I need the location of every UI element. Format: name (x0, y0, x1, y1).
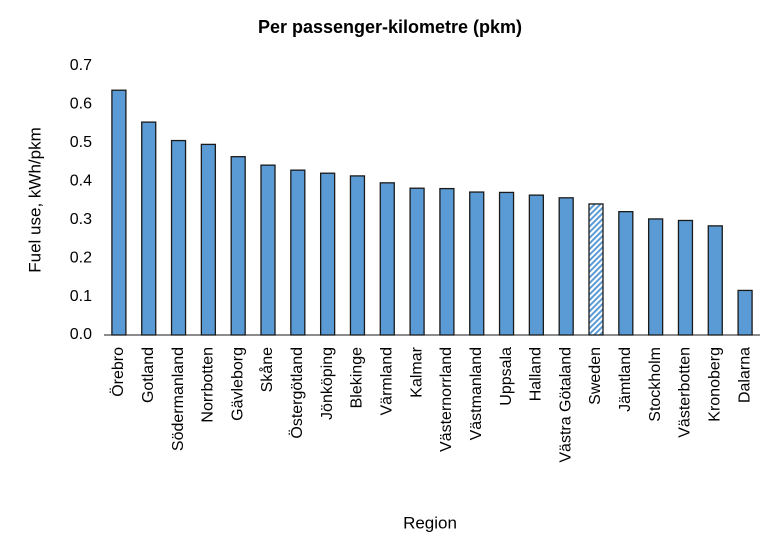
y-tick-label: 0.6 (70, 96, 92, 113)
x-tick-label: Jönköping (319, 347, 336, 420)
bar (349, 175, 366, 336)
x-tick-label: Uppsala (498, 347, 515, 406)
x-axis-title: Region (403, 513, 457, 532)
y-tick-label: 0.4 (70, 173, 92, 190)
bar (528, 194, 545, 336)
bar (588, 203, 604, 336)
chart-title: Per passenger-kilometre (pkm) (258, 17, 522, 37)
bar (707, 225, 723, 336)
bar (141, 121, 157, 336)
x-tick-label: Västra Götaland (557, 347, 574, 463)
x-tick-label: Stockholm (647, 347, 664, 422)
x-tick-label: Kalmar (408, 346, 425, 397)
bar (469, 191, 485, 336)
y-axis-title: Fuel use, kWh/pkm (25, 127, 44, 273)
x-tick-label: Västerbotten (677, 347, 694, 438)
x-tick-label: Blekinge (349, 347, 366, 408)
bar (170, 139, 187, 336)
y-tick-label: 0.7 (70, 57, 92, 74)
bar (737, 289, 753, 336)
bar (379, 182, 395, 336)
x-tick-label: Kronoberg (706, 347, 723, 422)
bar (230, 156, 246, 336)
bar (618, 210, 634, 336)
x-tick-label: Östergötland (288, 347, 306, 439)
bar (439, 187, 455, 336)
bar (319, 172, 336, 336)
y-tick-label: 0.1 (70, 288, 92, 305)
bar (260, 164, 276, 336)
x-tick-label: Skåne (258, 347, 276, 392)
x-tick-label: Sweden (587, 347, 604, 405)
y-tick-label: 0.5 (70, 134, 92, 151)
x-tick-label: Örebro (109, 347, 127, 397)
y-tick-label: 0.2 (70, 249, 92, 266)
bar (200, 143, 217, 336)
bar (677, 219, 694, 336)
x-tick-label: Västernorrland (438, 347, 455, 452)
x-tick-label: Gotland (140, 347, 157, 403)
bar (290, 169, 306, 336)
x-tick-label: Jämtland (617, 347, 634, 412)
bar (558, 197, 574, 336)
x-tick-label: Södermanland (170, 347, 187, 451)
bar (498, 191, 515, 336)
y-tick-label: 0.3 (70, 211, 92, 228)
x-tick-label: Halland (528, 347, 545, 401)
x-tick-label: Dalarna (736, 347, 753, 403)
bar (647, 218, 664, 336)
x-tick-label: Gävleborg (229, 347, 246, 421)
x-tick-label: Västmanland (468, 347, 485, 440)
bar (111, 89, 127, 336)
x-tick-label: Norrbotten (200, 347, 217, 423)
y-tick-label: 0.0 (70, 326, 92, 343)
x-tick-label: Värmland (378, 347, 395, 415)
bar (409, 187, 425, 336)
